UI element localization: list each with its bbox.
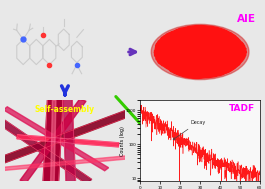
Text: TADF: TADF bbox=[229, 104, 255, 113]
Polygon shape bbox=[20, 99, 86, 183]
Polygon shape bbox=[43, 96, 63, 186]
Polygon shape bbox=[17, 135, 119, 147]
Polygon shape bbox=[63, 96, 76, 186]
Polygon shape bbox=[0, 155, 131, 171]
Text: Self-assembly: Self-assembly bbox=[35, 105, 95, 114]
Polygon shape bbox=[154, 26, 246, 78]
Text: Decay: Decay bbox=[173, 120, 205, 139]
Polygon shape bbox=[0, 109, 133, 164]
Text: AIE: AIE bbox=[237, 14, 256, 24]
Ellipse shape bbox=[151, 24, 249, 80]
Ellipse shape bbox=[173, 35, 227, 65]
Y-axis label: Counts (log): Counts (log) bbox=[120, 126, 125, 156]
Polygon shape bbox=[0, 119, 92, 184]
Polygon shape bbox=[51, 100, 56, 181]
Polygon shape bbox=[3, 107, 109, 171]
